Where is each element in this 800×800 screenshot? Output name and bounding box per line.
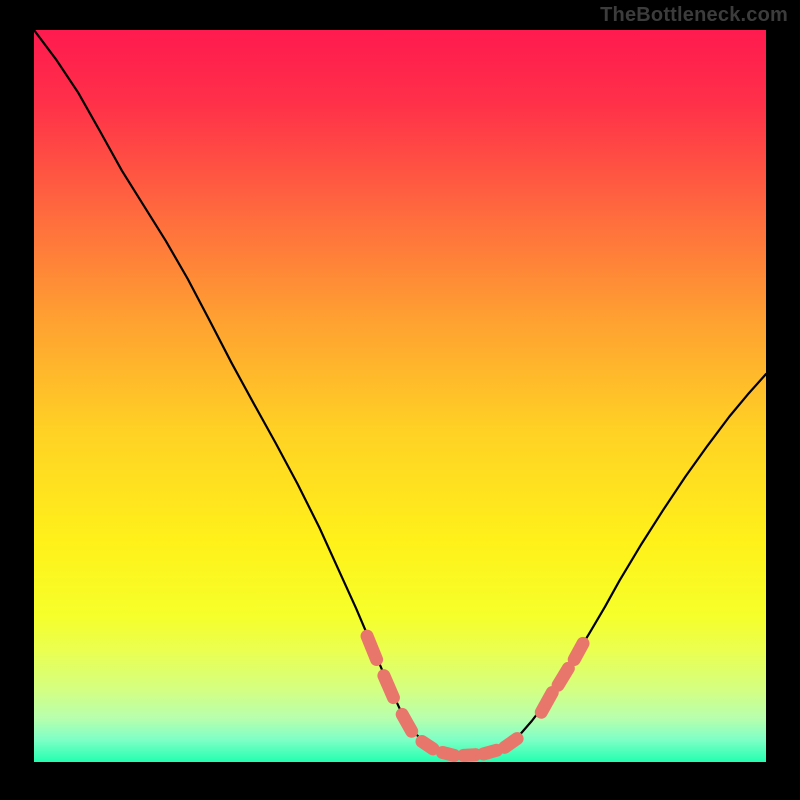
curve-marker [574,643,583,659]
chart-container: TheBottleneck.com [0,0,800,800]
plot-area [34,30,766,762]
curve-marker [384,676,394,698]
watermark-text: TheBottleneck.com [600,4,788,27]
curve-marker [367,636,377,659]
bottleneck-curve-chart [34,30,766,762]
plot-background [34,30,766,762]
curve-marker [422,742,433,749]
curve-marker [442,752,454,755]
curve-marker [483,750,496,754]
curve-marker [464,755,476,756]
curve-marker [402,714,412,731]
curve-marker [558,668,568,685]
curve-marker [505,739,517,748]
